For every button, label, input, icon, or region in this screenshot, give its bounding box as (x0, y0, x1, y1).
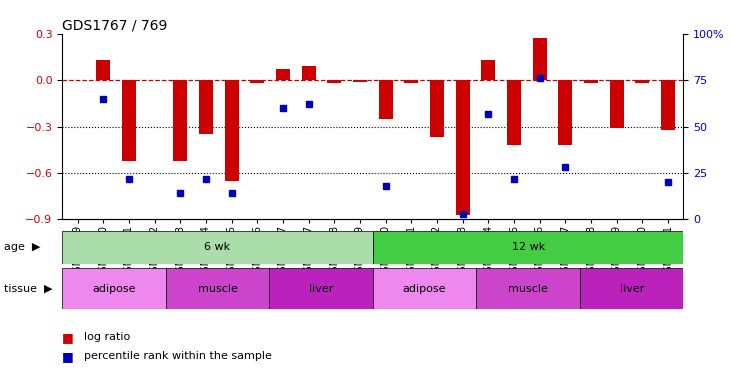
Bar (477, 268, 580, 309)
Bar (276, 69, 290, 80)
Bar (379, 80, 393, 119)
Bar (584, 80, 598, 83)
Bar (62, 231, 373, 264)
Bar (224, 80, 238, 181)
Bar (580, 268, 683, 309)
Bar (610, 80, 624, 128)
Bar (404, 80, 418, 83)
Text: GDS1767 / 769: GDS1767 / 769 (62, 19, 167, 33)
Bar (661, 80, 675, 130)
Text: liver: liver (619, 284, 644, 294)
Bar (96, 60, 110, 80)
Bar (199, 80, 213, 134)
Bar (373, 231, 683, 264)
Bar (481, 60, 496, 80)
Bar (430, 80, 444, 137)
Text: ■: ■ (62, 331, 74, 344)
Text: adipose: adipose (403, 284, 447, 294)
Bar (635, 80, 649, 83)
Bar (302, 66, 316, 80)
Bar (353, 80, 367, 82)
Text: 12 wk: 12 wk (512, 243, 545, 252)
Bar (250, 80, 265, 83)
Text: muscle: muscle (197, 284, 238, 294)
Text: ■: ■ (62, 350, 74, 363)
Text: tissue  ▶: tissue ▶ (4, 284, 52, 294)
Bar (166, 268, 269, 309)
Bar (373, 268, 477, 309)
Text: log ratio: log ratio (84, 333, 130, 342)
Bar (62, 268, 166, 309)
Text: liver: liver (308, 284, 333, 294)
Text: 6 wk: 6 wk (205, 243, 230, 252)
Text: age  ▶: age ▶ (4, 243, 40, 252)
Text: adipose: adipose (92, 284, 136, 294)
Bar (455, 80, 470, 215)
Text: muscle: muscle (508, 284, 548, 294)
Bar (533, 38, 547, 80)
Bar (269, 268, 373, 309)
Bar (558, 80, 572, 145)
Text: percentile rank within the sample: percentile rank within the sample (84, 351, 272, 361)
Bar (507, 80, 521, 145)
Bar (173, 80, 187, 160)
Bar (327, 80, 341, 83)
Bar (122, 80, 136, 160)
